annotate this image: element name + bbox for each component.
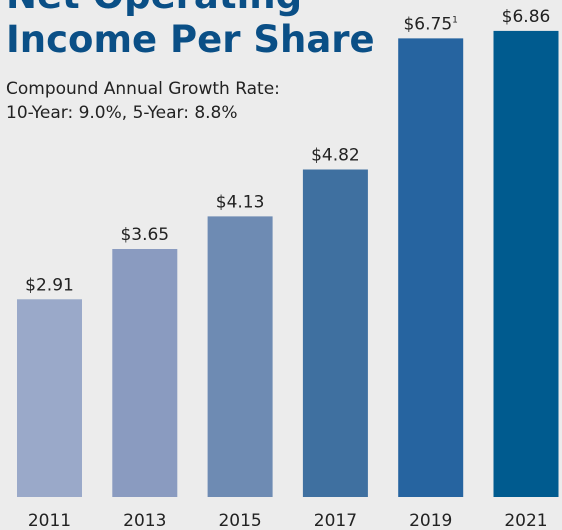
value-label: $6.751 [403,14,457,34]
x-tick-label: 2011 [28,511,71,530]
value-label: $4.13 [216,192,265,212]
footnote-mark: 1 [452,15,458,25]
x-tick-label: 2015 [218,511,261,530]
value-label-text: $4.13 [216,192,265,212]
subtitle: Compound Annual Growth Rate: [6,79,280,99]
value-label-text: $6.86 [502,7,551,27]
bar [207,216,273,498]
value-label-text: $2.91 [25,275,74,295]
value-label: $2.91 [25,275,74,295]
subtitle: 10-Year: 9.0%, 5-Year: 8.8% [6,103,238,123]
x-tick-label: 2021 [504,511,547,530]
value-label: $3.65 [120,225,169,245]
value-label-text: $4.82 [311,146,360,166]
bar [112,249,178,497]
bar [17,299,82,497]
bar [302,169,368,498]
x-tick-label: 2013 [123,511,166,530]
chart-title: Net Operating Income Per Share [6,0,375,61]
bar [398,38,464,497]
value-label: $6.86 [502,7,551,27]
value-label-text: $6.75 [403,14,452,34]
value-label-text: $3.65 [120,225,169,245]
value-label: $4.82 [311,146,360,166]
x-tick-label: 2017 [314,511,357,530]
bar [493,30,559,497]
x-tick-label: 2019 [409,511,452,530]
